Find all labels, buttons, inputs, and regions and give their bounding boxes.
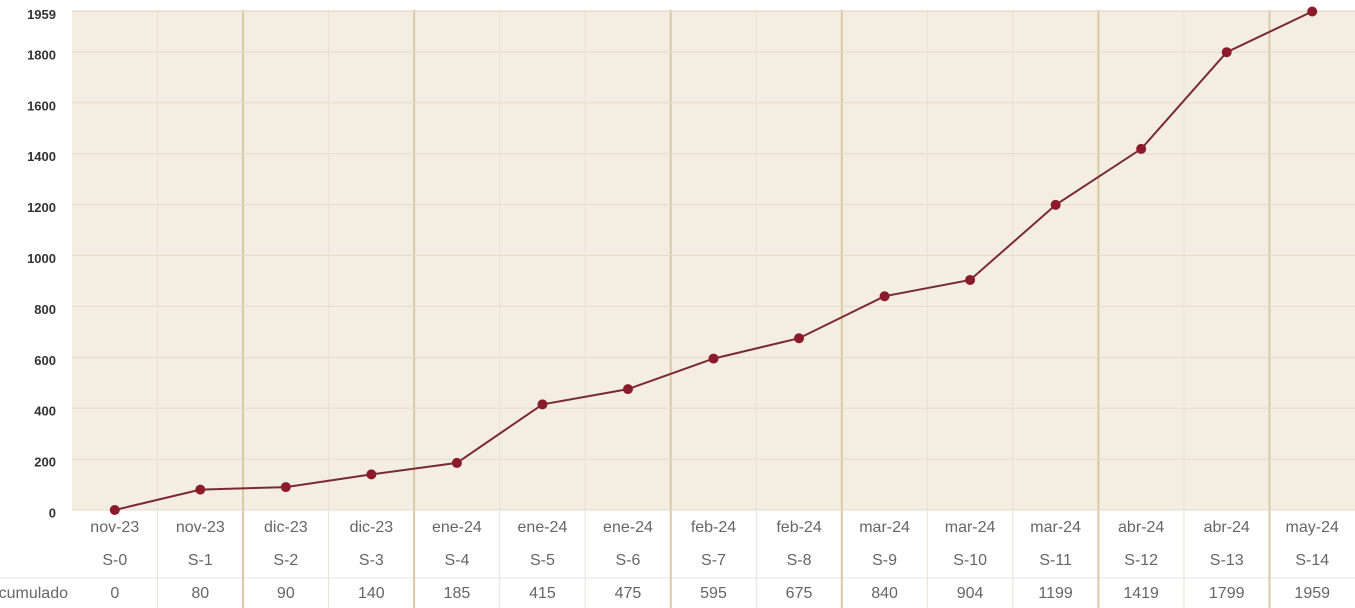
x-tick-sublabel: S-1 <box>188 552 213 569</box>
y-tick-label: 600 <box>34 353 56 368</box>
y-tick-label: 400 <box>34 404 56 419</box>
point <box>366 469 377 480</box>
x-tick-label: mar-24 <box>1030 519 1081 536</box>
point <box>195 484 206 495</box>
y-tick-label: 800 <box>34 302 56 317</box>
x-tick-label: ene-24 <box>518 519 568 536</box>
x-tick-sublabel: S-10 <box>953 552 987 569</box>
table-value: 415 <box>529 585 556 602</box>
x-tick-sublabel: S-5 <box>530 552 555 569</box>
x-tick-label: mar-24 <box>945 519 996 536</box>
x-tick-label: abr-24 <box>1118 519 1164 536</box>
table-value: 1419 <box>1123 585 1159 602</box>
point <box>280 482 291 493</box>
table-value: 185 <box>444 585 471 602</box>
y-tick-label: 1000 <box>27 251 56 266</box>
x-tick-label: feb-24 <box>691 519 736 536</box>
x-tick-label: dic-23 <box>264 519 308 536</box>
table-value: 0 <box>110 585 119 602</box>
table-row-label: Acumulado <box>0 585 68 602</box>
x-tick-label: nov-23 <box>176 519 225 536</box>
x-tick-label: may-24 <box>1286 519 1339 536</box>
table-background <box>72 510 1355 608</box>
table-value: 1959 <box>1294 585 1330 602</box>
point <box>451 457 462 468</box>
table-value: 675 <box>786 585 813 602</box>
y-tick-label: 0 <box>49 505 56 520</box>
x-tick-label: ene-24 <box>432 519 482 536</box>
y-tick-label: 1800 <box>27 47 56 62</box>
y-tick-label: 1959 <box>27 7 56 22</box>
point <box>109 505 120 515</box>
x-tick-label: ene-24 <box>603 519 653 536</box>
point <box>965 274 976 285</box>
plot-background <box>72 10 1355 510</box>
table-value: 140 <box>358 585 385 602</box>
table-value: 1199 <box>1038 585 1073 602</box>
table-value: 595 <box>700 585 727 602</box>
x-tick-label: feb-24 <box>776 519 821 536</box>
x-tick-sublabel: S-9 <box>872 552 897 569</box>
point <box>794 333 805 344</box>
x-tick-sublabel: S-7 <box>701 552 726 569</box>
x-tick-sublabel: S-0 <box>102 552 127 569</box>
point <box>537 399 548 410</box>
x-tick-label: mar-24 <box>859 519 910 536</box>
x-tick-label: dic-23 <box>350 519 394 536</box>
point <box>622 384 633 395</box>
point <box>879 291 890 302</box>
table-value: 1799 <box>1209 585 1245 602</box>
x-tick-sublabel: S-4 <box>444 552 469 569</box>
x-tick-sublabel: S-14 <box>1295 552 1329 569</box>
table-value: 80 <box>191 585 209 602</box>
x-tick-sublabel: S-12 <box>1124 552 1158 569</box>
x-tick-sublabel: S-6 <box>616 552 641 569</box>
point <box>1307 6 1318 17</box>
table-value: 904 <box>957 585 984 602</box>
x-tick-sublabel: S-11 <box>1039 552 1072 569</box>
point <box>1050 199 1061 210</box>
y-tick-label: 1400 <box>27 149 56 164</box>
y-tick-label: 200 <box>34 455 56 470</box>
x-tick-label: abr-24 <box>1204 519 1250 536</box>
point <box>1136 143 1147 154</box>
table-value: 90 <box>277 585 295 602</box>
x-tick-sublabel: S-3 <box>359 552 384 569</box>
x-tick-sublabel: S-2 <box>273 552 298 569</box>
table-value: 840 <box>871 585 898 602</box>
x-tick-label: nov-23 <box>90 519 139 536</box>
point <box>1221 47 1232 58</box>
x-tick-sublabel: S-8 <box>787 552 812 569</box>
table-value: 475 <box>615 585 642 602</box>
y-tick-label: 1200 <box>27 200 56 215</box>
point <box>708 353 719 364</box>
y-tick-label: 1600 <box>27 98 56 113</box>
x-tick-sublabel: S-13 <box>1210 552 1244 569</box>
